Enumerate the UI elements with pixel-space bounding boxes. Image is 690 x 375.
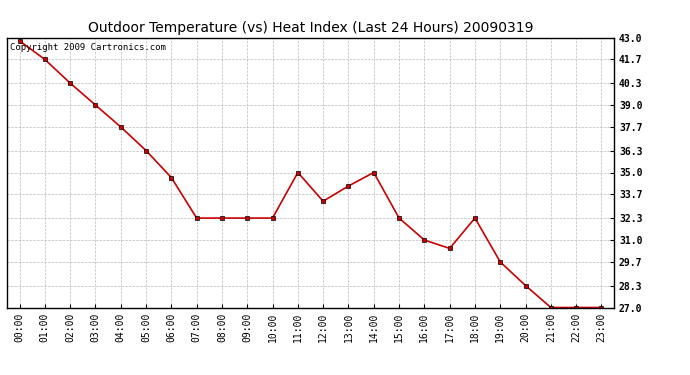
Text: Copyright 2009 Cartronics.com: Copyright 2009 Cartronics.com [10,43,166,52]
Title: Outdoor Temperature (vs) Heat Index (Last 24 Hours) 20090319: Outdoor Temperature (vs) Heat Index (Las… [88,21,533,35]
